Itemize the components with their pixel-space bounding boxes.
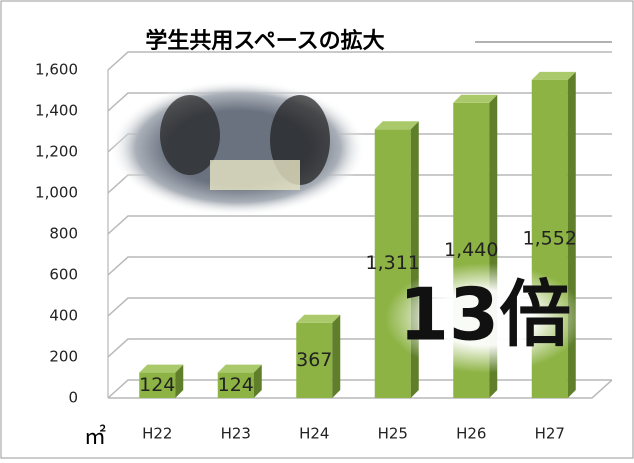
bar: [296, 322, 333, 398]
floor: [108, 379, 613, 399]
bar-side: [332, 314, 341, 398]
x-tick-label: H23: [221, 425, 251, 443]
value-label: 367: [296, 349, 332, 371]
bar-top: [374, 121, 419, 130]
value-label: 1,440: [444, 239, 498, 261]
bar-side: [175, 364, 184, 398]
y-tick-label: 400: [49, 307, 78, 325]
bar-top: [531, 71, 576, 80]
y-tick-label: 0: [68, 389, 78, 407]
value-label: 1,311: [366, 252, 420, 274]
x-tick-label: H27: [535, 425, 565, 443]
grid-line: [107, 256, 612, 276]
bar-top: [296, 314, 341, 323]
grid-line: [107, 51, 612, 71]
bar: [374, 129, 411, 398]
bar: [139, 372, 176, 398]
y-tick-label: 1,000: [35, 184, 78, 202]
annotation-glow: [385, 263, 585, 373]
chart-title: 学生共用スペースの拡大: [145, 28, 384, 54]
value-label: 124: [139, 374, 175, 396]
x-tick-label: H24: [299, 425, 329, 443]
y-tick-label: 1,600: [35, 61, 78, 79]
x-tick-label: H22: [142, 425, 172, 443]
bar: [217, 372, 254, 398]
y-tick-label: 1,400: [35, 102, 78, 120]
unit: ㎡: [84, 424, 106, 450]
bar-side: [253, 364, 262, 398]
photo-figure: [160, 95, 220, 175]
grid-line: [107, 215, 612, 235]
y-tick-label: 200: [49, 348, 78, 366]
bar-top: [139, 364, 184, 373]
annotation: 13倍: [399, 273, 571, 357]
bar-top: [217, 364, 262, 373]
x-tick-label: H26: [456, 425, 486, 443]
grid-line: [107, 379, 612, 399]
y-tick-label: 800: [49, 225, 78, 243]
y-tick-label: 600: [49, 266, 78, 284]
y-tick-label: 1,200: [35, 143, 78, 161]
x-tick-label: H25: [378, 425, 408, 443]
grid-line: [107, 92, 612, 112]
value-label: 1,552: [523, 227, 577, 249]
value-label: 124: [218, 374, 254, 396]
bar-top: [453, 94, 498, 103]
photo-table: [210, 160, 300, 190]
